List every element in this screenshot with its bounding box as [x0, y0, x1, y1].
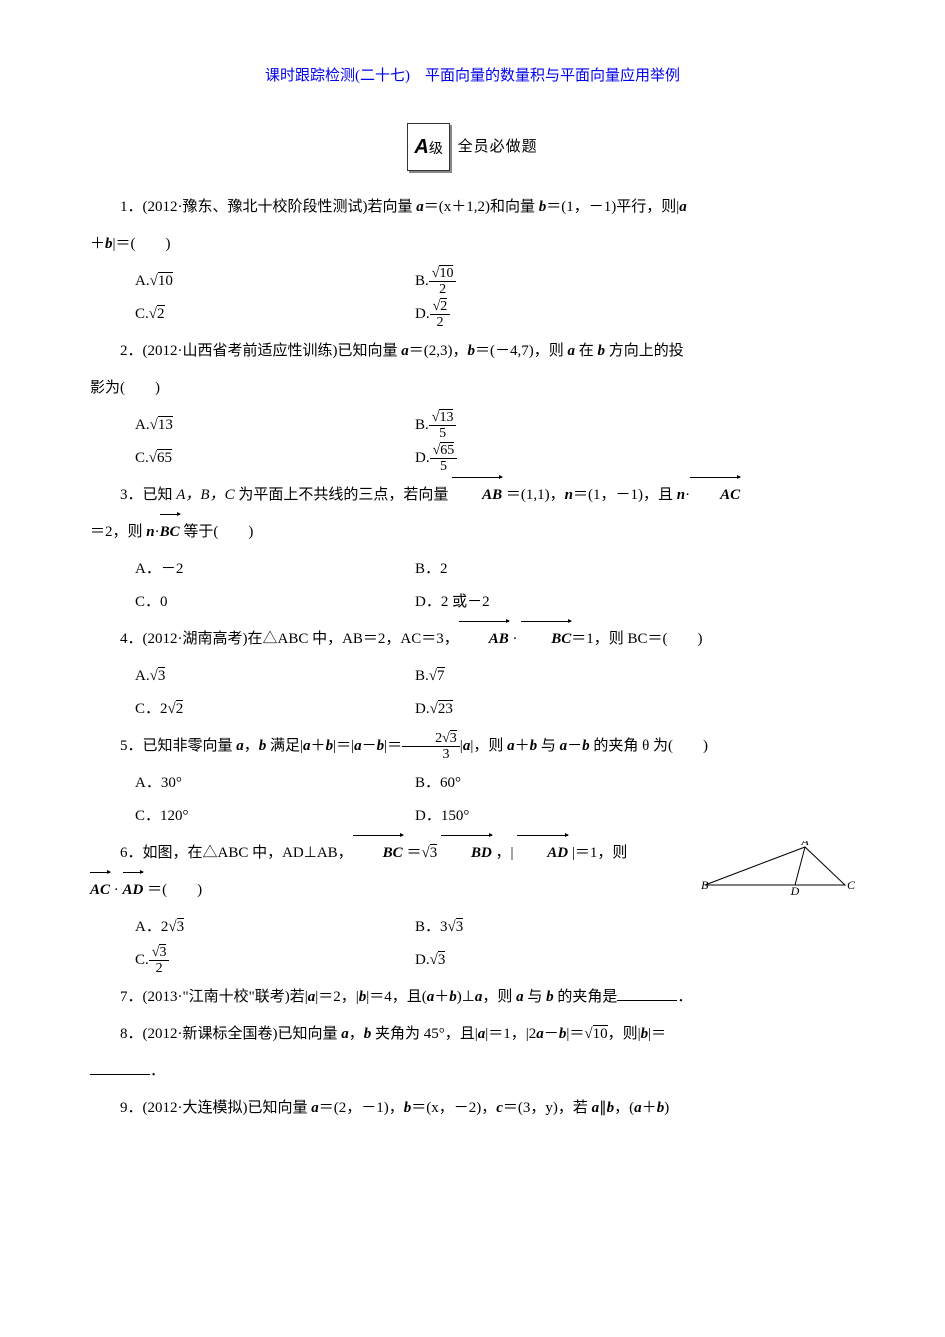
q1-options: A.√10 B.√102 — [135, 265, 855, 298]
q6-options: A．2√3 B．3√3 — [135, 911, 855, 944]
question-5: 5．已知非零向量 a，b 满足|a＋b|＝|a－b|＝2√33|a|，则 a＋b… — [90, 730, 855, 763]
q1-options-2: C.√2 D.√22 — [135, 298, 855, 331]
level-badge: A级 全员必做题 — [90, 123, 855, 171]
question-1-cont: ＋b|＝( ) — [90, 228, 855, 261]
q3-options-2: C．0D．2 或－2 — [135, 586, 855, 619]
svg-text:A: A — [800, 841, 809, 848]
level-grade: A级 — [407, 123, 449, 171]
page-title: 课时跟踪检测(二十七) 平面向量的数量积与平面向量应用举例 — [90, 60, 855, 93]
q5-options-2: C．120°D．150° — [135, 800, 855, 833]
q3-options: A．－2B．2 — [135, 553, 855, 586]
q7-blank — [617, 985, 677, 1001]
question-2: 2．(2012·山西省考前适应性训练)已知向量 a＝(2,3)，b＝(－4,7)… — [90, 335, 855, 368]
q8-blank — [90, 1059, 150, 1075]
question-8-cont: ． — [90, 1055, 855, 1088]
question-2-cont: 影为( ) — [90, 372, 855, 405]
question-8: 8．(2012·新课标全国卷)已知向量 a，b 夹角为 45°，且|a|＝1，|… — [90, 1018, 855, 1051]
question-1: 1．(2012·豫东、豫北十校阶段性测试)若向量 a＝(x＋1,2)和向量 b＝… — [90, 191, 855, 224]
question-7: 7．(2013·"江南十校"联考)若|a|＝2，|b|＝4，且(a＋b)⊥a，则… — [90, 981, 855, 1014]
q4-options-2: C．2√2 D.√23 — [135, 693, 855, 726]
q5-options: A．30°B．60° — [135, 767, 855, 800]
q4-options: A.√3 B.√7 — [135, 660, 855, 693]
question-3: 3．已知 A，B，C 为平面上不共线的三点，若向量 AB ＝(1,1)，n＝(1… — [90, 479, 855, 512]
q6-options-2: C.√32 D.√3 — [135, 944, 855, 977]
q2-options: A.√13 B.√135 — [135, 409, 855, 442]
question-4: 4．(2012·湖南高考)在△ABC 中，AB＝2，AC＝3，AB · BC＝1… — [90, 623, 855, 656]
question-9: 9．(2012·大连模拟)已知向量 a＝(2，－1)，b＝(x，－2)，c＝(3… — [90, 1092, 855, 1125]
question-6: A B D C 6．如图，在△ABC 中，AD⊥AB，BC ＝√3 BD ，| … — [90, 837, 855, 870]
question-6-cont: AC · AD ＝( ) — [90, 874, 855, 907]
level-label: 全员必做题 — [458, 139, 538, 155]
q2-options-2: C.√65 D.√655 — [135, 442, 855, 475]
question-3-cont: ＝2，则 n·BC 等于( ) — [90, 516, 855, 549]
